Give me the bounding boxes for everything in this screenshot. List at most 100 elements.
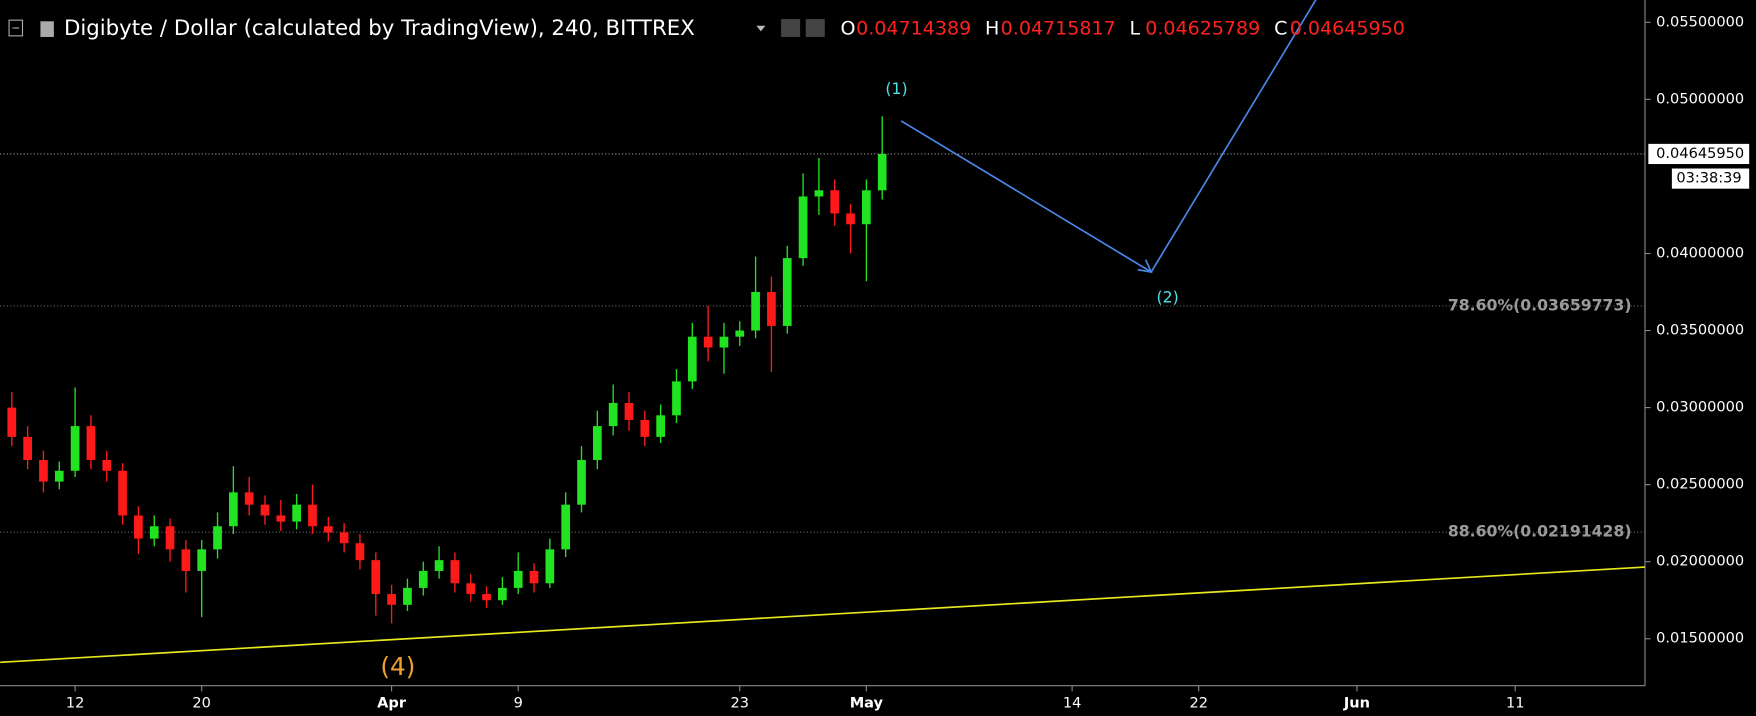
ohlc-value: 0.04625789 xyxy=(1145,18,1260,40)
y-tick-label: 0.05000000 xyxy=(1656,90,1744,107)
candle-body xyxy=(181,549,191,571)
candle-body xyxy=(403,587,412,605)
candle-body xyxy=(197,549,207,571)
ohlc-header: O 0.04714389 H 0.04715817 L 0.04625789 C 0.0464… xyxy=(840,18,1404,40)
chart-title: Digibyte / Dollar (calculated by Trading… xyxy=(64,16,695,41)
candle-body xyxy=(165,526,175,550)
candle-body xyxy=(577,459,586,505)
candle-body xyxy=(862,190,871,225)
candle-body xyxy=(355,543,365,561)
candle-body xyxy=(54,470,64,482)
collapse-icon[interactable] xyxy=(8,19,24,37)
dropdown-arrow[interactable] xyxy=(756,25,766,32)
candle-body xyxy=(672,381,681,416)
countdown-badge xyxy=(1671,168,1750,189)
eye-icon[interactable] xyxy=(781,19,801,37)
candle-body xyxy=(70,426,80,471)
settings-icon[interactable] xyxy=(805,19,825,37)
y-tick-label: 0.03500000 xyxy=(1656,322,1744,339)
candle-body xyxy=(798,196,808,259)
x-tick-label: Apr xyxy=(377,695,407,712)
candle-body xyxy=(323,526,333,533)
candle-body xyxy=(102,459,112,471)
candle-body xyxy=(767,292,776,326)
y-tick-label: 0.02500000 xyxy=(1656,476,1744,493)
candle-body xyxy=(529,570,539,584)
candle-body xyxy=(656,415,665,437)
arrowhead xyxy=(1137,259,1153,274)
candle-body xyxy=(308,504,317,527)
candle-body xyxy=(418,570,428,588)
candle-body xyxy=(39,459,48,482)
candle-body xyxy=(592,426,602,460)
candle-body xyxy=(719,336,729,348)
candle-body xyxy=(608,402,618,427)
candle-body xyxy=(466,583,476,595)
candle-body xyxy=(846,213,855,225)
wave-label: (2) xyxy=(1157,288,1179,307)
x-tick-label: 14 xyxy=(1063,695,1082,712)
y-tick-label: 0.04000000 xyxy=(1656,244,1744,261)
ohlc-value: 0.04715817 xyxy=(1001,18,1116,40)
y-tick-label: 0.02000000 xyxy=(1656,553,1744,570)
y-tick-label: 0.01500000 xyxy=(1656,630,1744,647)
candle-body xyxy=(877,153,887,191)
candle-body xyxy=(339,532,349,544)
candle-body xyxy=(450,560,460,584)
x-tick-label: Jun xyxy=(1343,695,1370,712)
wave-label: (4) xyxy=(380,652,415,681)
candle-body xyxy=(735,330,745,337)
candle-body xyxy=(513,570,523,588)
countdown-label: 03:38:39 xyxy=(1676,170,1741,187)
x-tick-label: 9 xyxy=(514,695,523,712)
x-tick-label: May xyxy=(850,695,884,712)
candle-body xyxy=(687,336,697,382)
candle-body xyxy=(260,504,270,516)
ohlc-value: 0.04714389 xyxy=(856,18,971,40)
candle-body xyxy=(814,190,824,197)
candle-body xyxy=(134,515,143,539)
candle-body xyxy=(118,470,127,516)
x-tick-label: 11 xyxy=(1506,695,1525,712)
candle-body xyxy=(561,504,571,550)
x-tick-label: 12 xyxy=(66,695,85,712)
candle-body xyxy=(86,426,96,460)
candle-body xyxy=(545,549,555,584)
y-tick-label: 0.05500000 xyxy=(1656,13,1744,30)
x-tick-label: 23 xyxy=(731,695,750,712)
ohlc-key: C xyxy=(1274,18,1287,40)
candle-body xyxy=(371,560,381,595)
candle-body xyxy=(292,504,302,522)
candle-body xyxy=(830,190,840,214)
plot-area xyxy=(0,0,1645,664)
candle-body xyxy=(751,292,760,331)
candle-body xyxy=(434,560,444,571)
candle-body xyxy=(703,336,713,348)
y-tick-label: 0.03000000 xyxy=(1656,399,1744,416)
last-price-label: 0.04645950 xyxy=(1656,145,1744,162)
candle-body xyxy=(244,492,254,505)
candle-body xyxy=(782,258,792,326)
candle-body xyxy=(276,515,286,522)
ohlc-key: H xyxy=(985,18,999,40)
ohlc-key: O xyxy=(840,18,855,40)
ohlc-value: 0.04645950 xyxy=(1290,18,1405,40)
candle-body xyxy=(624,402,634,420)
candle-body xyxy=(640,419,650,437)
candle-body xyxy=(387,594,396,605)
trendline xyxy=(0,566,1645,664)
candle-body xyxy=(229,492,238,527)
fib-label: 88.60%(0.02191428) xyxy=(1448,522,1632,541)
candle-body xyxy=(23,436,32,460)
candle-body xyxy=(213,526,222,550)
x-tick-label: 20 xyxy=(192,695,211,712)
candle-body xyxy=(7,407,17,437)
candle-body xyxy=(498,587,507,601)
x-tick-label: 22 xyxy=(1189,695,1208,712)
ohlc-key: L xyxy=(1130,18,1141,40)
wave-label: (1) xyxy=(885,79,907,98)
last-price-badge xyxy=(1648,143,1750,165)
